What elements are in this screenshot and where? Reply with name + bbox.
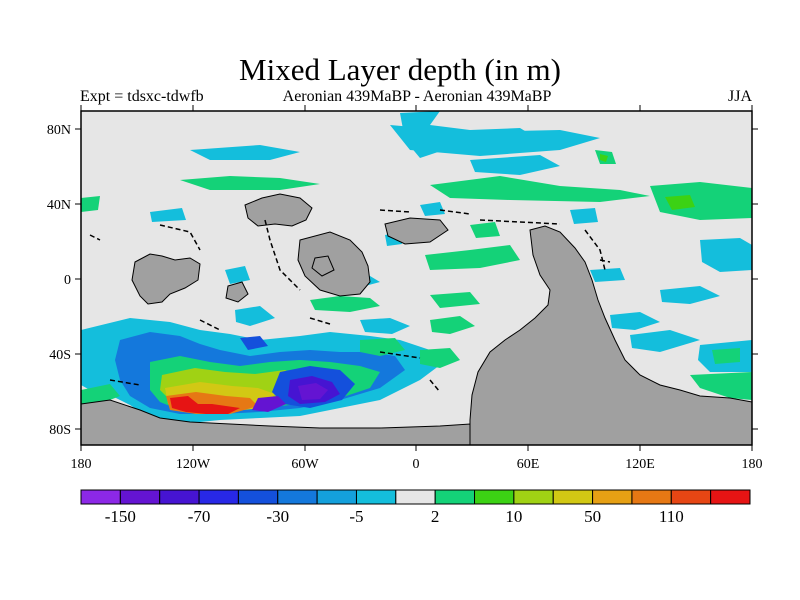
colorbar-swatch <box>198 489 239 505</box>
landmass-island-c <box>311 255 335 277</box>
colorbar-swatch <box>159 489 200 505</box>
continents <box>81 193 752 445</box>
lat-label: 0 <box>64 273 71 288</box>
landmass-island-a <box>384 217 449 245</box>
colorbar-label: 110 <box>659 507 684 526</box>
colorbar-swatch <box>513 489 554 505</box>
lon-label: 120E <box>625 457 655 472</box>
colorbar-swatch <box>474 489 515 505</box>
colorbar: -150 -70 -30 -5 2 10 50 110 <box>80 489 751 526</box>
colorbar-swatch <box>395 489 436 505</box>
colorbar-swatch <box>670 489 712 505</box>
landmass-west-continent <box>131 253 201 305</box>
lon-label: 60E <box>517 457 540 472</box>
southern-ocean-anomalies <box>81 318 460 424</box>
lon-label: 60W <box>291 457 319 472</box>
landmass-central-archipelago <box>297 231 371 297</box>
lat-label: 80N <box>47 123 71 138</box>
colorbar-swatch <box>316 489 357 505</box>
colorbar-swatch <box>434 489 476 505</box>
landmass-east-gondwana <box>469 225 752 445</box>
colorbar-swatch <box>355 489 397 505</box>
colorbar-swatch <box>80 489 121 505</box>
lon-label: 180 <box>742 457 763 472</box>
colorbar-label: 10 <box>505 507 522 526</box>
lat-label: 40S <box>49 348 71 363</box>
axis-ticks <box>75 105 758 451</box>
lat-label: 80S <box>49 423 71 438</box>
colorbar-label: -30 <box>266 507 289 526</box>
colorbar-swatch <box>119 489 161 505</box>
colorbar-swatch <box>592 489 633 505</box>
colorbar-swatch <box>710 489 751 505</box>
north-anomaly-patches <box>81 111 752 270</box>
colorbar-label: -5 <box>349 507 363 526</box>
season-label: JJA <box>727 88 752 105</box>
colorbar-label: -70 <box>188 507 211 526</box>
landmass-island-b <box>225 281 249 303</box>
colorbar-label: 2 <box>431 507 440 526</box>
landmass-south-pole <box>81 399 471 445</box>
colorbar-swatch <box>631 489 672 505</box>
lon-label: 120W <box>176 457 211 472</box>
period-label: Aeronian 439MaBP - Aeronian 439MaBP <box>282 88 552 105</box>
colorbar-label: 50 <box>584 507 601 526</box>
colorbar-swatch <box>552 489 594 505</box>
colorbar-swatch <box>277 489 318 505</box>
experiment-label: Expt = tdsxc-tdwfb <box>80 88 204 105</box>
landmass-northern <box>244 193 313 227</box>
coastline-dashes <box>89 209 611 393</box>
lon-label: 180 <box>71 457 92 472</box>
lon-label: 0 <box>413 457 420 472</box>
colorbar-swatch <box>237 489 279 505</box>
map-field <box>81 111 752 445</box>
map-title: Mixed Layer depth (in m) <box>239 52 561 87</box>
colorbar-label: -150 <box>105 507 136 526</box>
lat-label: 40N <box>47 198 71 213</box>
